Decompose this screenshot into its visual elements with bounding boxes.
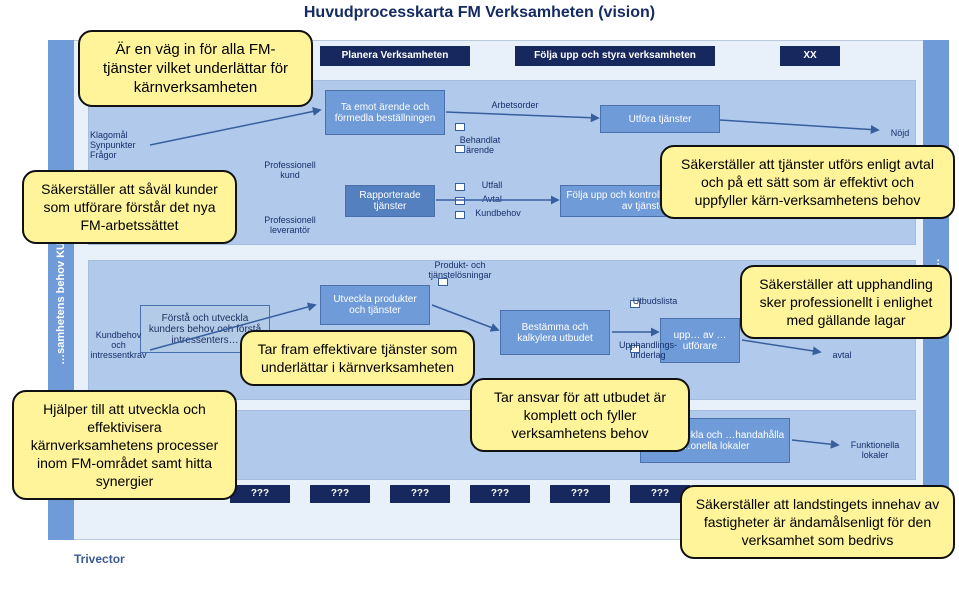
lbl-avtal: avtal: [822, 350, 862, 360]
qqq-2: ???: [310, 485, 370, 503]
marker-1: [455, 123, 465, 131]
marker-3: [455, 183, 465, 191]
callout-tar-ansvar: Tar ansvar för att utbudet är komplett o…: [470, 378, 690, 452]
lbl-produktlos: Produkt- ochtjänstelösningar: [420, 260, 500, 280]
qqq-1: ???: [230, 485, 290, 503]
lbl-profkund: Professionellkund: [255, 160, 325, 180]
box-utveckla-prod: Utveckla produkter och tjänster: [320, 285, 430, 325]
phead-planera: Planera Verksamheten: [320, 46, 470, 66]
callout-enligt-avtal: Säkerställer att tjänster utförs enligt …: [660, 145, 955, 219]
callout-vag-in: Är en väg in för alla FM-tjänster vilket…: [78, 30, 313, 107]
lbl-nojd: Nöjd: [880, 128, 920, 138]
box-rapporterade: Rapporterade tjänster: [345, 185, 435, 217]
box-utfora: Utföra tjänster: [600, 105, 720, 133]
callout-landstinget: Säkerställer att landstingets innehav av…: [680, 485, 955, 559]
callout-hjalper: Hjälper till att utveckla och effektivis…: [12, 390, 237, 500]
lbl-funktionella: Funktionellalokaler: [840, 440, 910, 460]
marker-5: [455, 211, 465, 219]
marker-4: [455, 197, 465, 205]
lbl-klagomal: KlagomålSynpunkterFrågor: [90, 130, 150, 160]
lbl-upphandlings: Upphandlings-underlag: [608, 340, 688, 360]
lbl-avtal-mini: Avtal: [472, 194, 512, 204]
qqq-3: ???: [390, 485, 450, 503]
phead-folja: Följa upp och styra verksamheten: [515, 46, 715, 66]
stage: Huvudprocesskarta FM Verksamheten (visio…: [0, 0, 959, 596]
lbl-proflev: Professionellleverantör: [255, 215, 325, 235]
logo: Trivector: [74, 552, 125, 566]
lbl-utbudslista: Utbudslista: [620, 296, 690, 306]
lbl-kundbehov-mini: Kundbehov: [468, 208, 528, 218]
callout-upphandling: Säkerställer att upphandling sker profes…: [740, 265, 952, 339]
box-ta-emot: Ta emot ärende och förmedla beställninge…: [325, 90, 445, 135]
phead-xx: XX: [780, 46, 840, 66]
callout-tar-fram: Tar fram effektivare tjänster som underl…: [240, 330, 475, 386]
box-bestamma: Bestämma och kalkylera utbudet: [500, 310, 610, 355]
lbl-kundbehov: Kundbehovochintressentkrav: [86, 330, 151, 360]
page-title: Huvudprocesskarta FM Verksamheten (visio…: [0, 4, 959, 22]
callout-sakerst-kunder: Säkerställer att såväl kunder som utföra…: [22, 170, 237, 244]
lbl-utfall: Utfall: [472, 180, 512, 190]
qqq-5: ???: [550, 485, 610, 503]
lbl-arbetsorder: Arbetsorder: [480, 100, 550, 110]
qqq-4: ???: [470, 485, 530, 503]
lbl-behandlat: Behandlatärende: [450, 135, 510, 155]
